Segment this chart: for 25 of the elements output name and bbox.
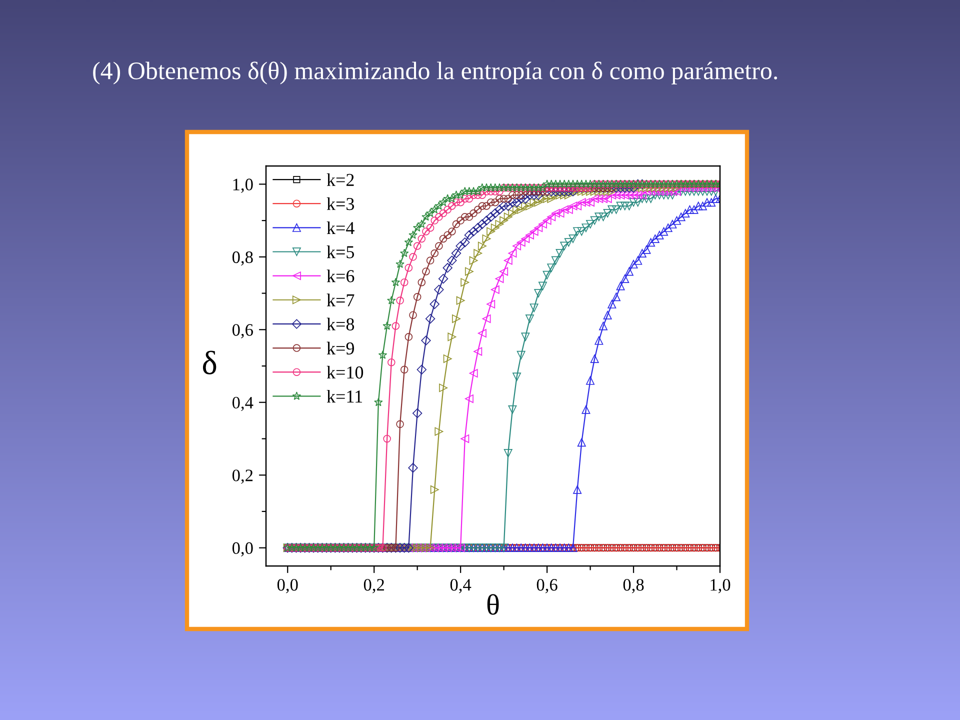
x-tick-label: 1,0 [710, 579, 730, 594]
legend-label: k=2 [326, 173, 354, 186]
legend-label: k=4 [326, 221, 354, 234]
x-tick-label: 0,2 [364, 579, 384, 594]
legend-label: k=5 [326, 246, 354, 258]
legend-label: k=10 [326, 366, 364, 379]
y-tick-label: 0,4 [232, 396, 254, 412]
y-tick-label: 0,2 [232, 470, 253, 484]
y-tick-label: 0,0 [232, 542, 253, 557]
x-tick-label: 0,8 [623, 579, 644, 594]
x-axis-title: θ [487, 594, 499, 615]
legend-label: k=3 [326, 197, 354, 210]
x-tick-label: 0,4 [450, 579, 472, 594]
y-axis-title: δ [202, 350, 216, 374]
y-tick-label: 0,6 [232, 324, 253, 338]
legend-label: k=8 [326, 318, 354, 330]
y-tick-label: 0,8 [232, 251, 253, 266]
y-tick-label: 1,0 [233, 178, 253, 193]
legend-label: k=11 [326, 390, 362, 402]
legend-label: k=9 [326, 342, 354, 355]
legend-label: k=7 [326, 294, 354, 306]
x-tick-label: 0,0 [277, 579, 298, 594]
chart-title: (4) Obtenemos δ(θ) maximizando la entropía con δ como parámetro. [93, 62, 778, 84]
x-tick-label: 0,6 [536, 579, 558, 594]
legend-label: k=6 [326, 270, 354, 282]
